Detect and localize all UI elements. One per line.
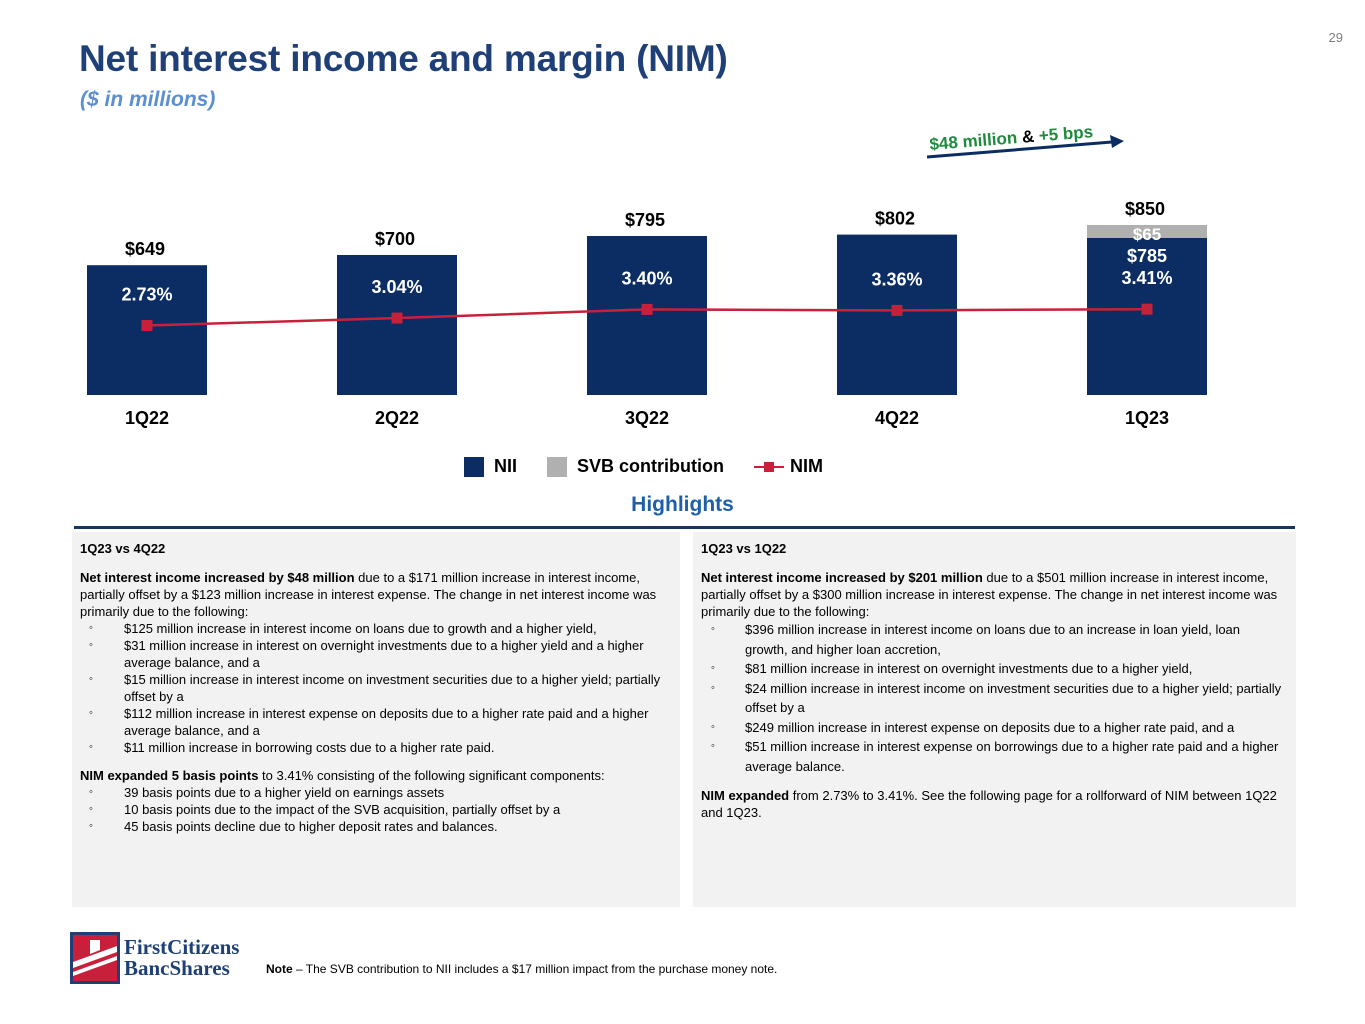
list-item: 10 basis points due to the impact of the… xyxy=(80,801,670,818)
growth-arrow xyxy=(926,140,1113,159)
nim-point-4Q22 xyxy=(891,304,903,316)
nim-data-label: 3.40% xyxy=(621,268,672,288)
right-nii-bold: Net interest income increased by $201 mi… xyxy=(701,570,983,585)
left-nim-text: to 3.41% consisting of the following sig… xyxy=(258,768,605,783)
nim-point-2Q22 xyxy=(391,312,403,324)
nii-nim-chart: $649 1Q22 2.73% $700 2Q22 3.04% $795 3Q22 3.40% $… xyxy=(87,122,1207,428)
nim-data-label: 3.04% xyxy=(371,277,422,297)
nim-data-label: 3.36% xyxy=(871,269,922,289)
right-nii-bullets: $396 million increase in interest income… xyxy=(701,620,1286,776)
growth-arrow-head xyxy=(1110,135,1124,148)
right-nim-text: from 2.73% to 3.41%. See the following p… xyxy=(701,788,1277,820)
highlights-title: Highlights xyxy=(631,493,734,516)
legend-swatch-nii xyxy=(464,456,484,477)
page-subtitle: ($ in millions) xyxy=(80,88,216,111)
list-item: $24 million increase in interest income … xyxy=(701,679,1286,718)
nim-data-label: 3.41% xyxy=(1121,268,1172,288)
legend-item-svb: SVB contribution xyxy=(547,456,724,477)
company-logo: FirstCitizens BancShares xyxy=(70,932,239,984)
left-nim-paragraph: NIM expanded 5 basis points to 3.41% con… xyxy=(80,767,670,784)
bar-svb-1Q23 xyxy=(1087,225,1207,238)
page-number: 29 xyxy=(1328,30,1343,45)
list-item: $112 million increase in interest expens… xyxy=(80,705,670,739)
list-item: $81 million increase in interest on over… xyxy=(701,659,1286,679)
bar-nii-1Q23 xyxy=(1087,238,1207,395)
left-nim-bullets: 39 basis points due to a higher yield on… xyxy=(80,784,670,835)
x-tick-label: 1Q23 xyxy=(1125,408,1169,428)
nim-point-1Q22 xyxy=(141,320,153,331)
bar-nii-3Q22 xyxy=(587,236,707,395)
list-item: $11 million increase in borrowing costs … xyxy=(80,739,670,756)
legend-label-svb: SVB contribution xyxy=(577,456,725,476)
legend-label-nim: NIM xyxy=(790,456,824,476)
left-nii-text: due to a $171 million increase in intere… xyxy=(80,570,657,619)
total-label: $700 xyxy=(375,229,415,249)
x-tick-label: 1Q22 xyxy=(125,408,169,428)
chart-legend: NII SVB contribution NIM xyxy=(464,456,853,477)
list-item: 45 basis points decline due to higher de… xyxy=(80,818,670,835)
logo-wordmark: FirstCitizens BancShares xyxy=(124,937,239,979)
total-label: $649 xyxy=(125,239,165,259)
annotation-bps: +5 bps xyxy=(1038,122,1094,145)
right-panel-heading: 1Q23 vs 1Q22 xyxy=(701,541,787,556)
highlights-panel-right: 1Q23 vs 1Q22 Net interest income increas… xyxy=(693,532,1296,907)
logo-line-2: BancShares xyxy=(124,956,230,980)
left-nii-paragraph: Net interest income increased by $48 mil… xyxy=(80,569,670,620)
annotation-amp: & xyxy=(1016,126,1039,147)
x-tick-label: 3Q22 xyxy=(625,408,669,428)
total-label: $795 xyxy=(625,210,665,230)
nim-point-1Q23 xyxy=(1141,303,1153,315)
logo-line-1: FirstCitizens xyxy=(124,935,240,959)
total-label: $802 xyxy=(875,209,915,229)
list-item: $51 million increase in interest expense… xyxy=(701,737,1286,776)
right-nim-bold: NIM expanded xyxy=(701,788,790,803)
list-item: $125 million increase in interest income… xyxy=(80,620,670,637)
list-item: $15 million increase in interest income … xyxy=(80,671,670,705)
footnote: Note – The SVB contribution to NII inclu… xyxy=(266,962,777,976)
right-nim-paragraph: NIM expanded from 2.73% to 3.41%. See th… xyxy=(701,787,1286,821)
nii-data-label: $785 xyxy=(1127,246,1167,266)
legend-item-nii: NII xyxy=(464,456,517,477)
total-label: $850 xyxy=(1125,199,1165,219)
list-item: $31 million increase in interest on over… xyxy=(80,637,670,671)
highlights-panel-left: 1Q23 vs 4Q22 Net interest income increas… xyxy=(72,532,680,907)
bar-nii-2Q22 xyxy=(337,255,457,395)
list-item: $249 million increase in interest expens… xyxy=(701,718,1286,738)
left-panel-heading: 1Q23 vs 4Q22 xyxy=(80,541,166,556)
x-tick-label: 4Q22 xyxy=(875,408,919,428)
legend-swatch-svb xyxy=(547,456,568,477)
highlights-divider xyxy=(74,526,1295,529)
footnote-label: Note xyxy=(266,962,293,976)
svb-data-label: $65 xyxy=(1133,225,1161,244)
page-title: Net interest income and margin (NIM) xyxy=(79,38,728,79)
legend-label-nii: NII xyxy=(494,456,518,476)
legend-item-nim: NIM xyxy=(754,456,823,477)
nim-point-3Q22 xyxy=(641,303,653,315)
left-nii-bullets: $125 million increase in interest income… xyxy=(80,620,670,756)
right-nii-paragraph: Net interest income increased by $201 mi… xyxy=(701,569,1286,620)
legend-swatch-nim xyxy=(754,457,786,477)
left-nim-bold: NIM expanded 5 basis points xyxy=(80,768,259,783)
list-item: $396 million increase in interest income… xyxy=(701,620,1286,659)
x-tick-label: 2Q22 xyxy=(375,408,419,428)
left-nii-bold: Net interest income increased by $48 mil… xyxy=(80,570,355,585)
nim-data-label: 2.73% xyxy=(121,285,172,305)
flag-logo-icon xyxy=(70,932,120,984)
right-nii-text: due to a $501 million increase in intere… xyxy=(701,570,1278,619)
list-item: 39 basis points due to a higher yield on… xyxy=(80,784,670,801)
footnote-text: – The SVB contribution to NII includes a… xyxy=(292,962,778,976)
